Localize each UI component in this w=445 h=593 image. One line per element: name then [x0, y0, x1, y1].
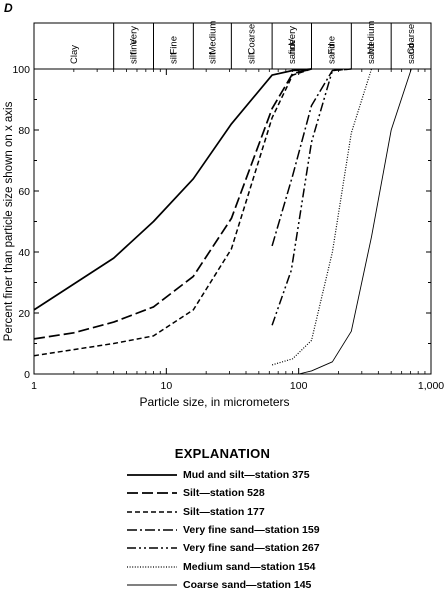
size-class-label: Very: [287, 26, 298, 45]
legend-label: Very fine sand—station 159: [183, 523, 320, 536]
size-class-label: sand: [326, 43, 337, 64]
legend-swatch: [127, 547, 177, 549]
series-line-1: [33, 68, 312, 311]
series-line-7: [298, 68, 412, 375]
legend-label: Coarse sand—station 145: [183, 578, 312, 591]
size-class-label: Clay: [69, 45, 80, 64]
legend-swatch: [127, 565, 177, 568]
size-class-label: Medium: [366, 21, 377, 55]
series-line-3: [33, 68, 312, 357]
y-tick-label: 20: [18, 308, 30, 320]
legend-label: Silt—station 177: [183, 505, 265, 518]
legend-label: Very fine sand—station 267: [183, 542, 320, 555]
x-tick-label: 1: [31, 380, 37, 392]
y-tick-label: 60: [18, 186, 30, 198]
size-class-label: silt: [129, 52, 140, 64]
y-tick-label: 100: [12, 64, 30, 76]
size-class-label: Coarse: [247, 24, 258, 55]
legend-swatch: [127, 584, 177, 586]
x-axis-label: Particle size, in micrometers: [139, 395, 289, 409]
panel-letter: D: [4, 1, 13, 15]
series-group: [33, 68, 412, 375]
size-class-label: fine: [129, 39, 140, 54]
size-class-label: sand: [366, 43, 377, 64]
axes: 0 20 40 60 80 100 1 10 100 1,000 Particle size, in…: [3, 64, 444, 409]
legend-item: Silt—station 177: [126, 504, 265, 520]
legend-item: Coarse sand—station 145: [126, 577, 311, 593]
legend-swatch: [127, 492, 177, 495]
size-class-label: Fine: [168, 36, 179, 54]
chart: ClayVeryfinesiltFinesiltMediumsiltCoarse…: [3, 21, 444, 409]
y-axis-label: Percent finer than particle size shown o…: [3, 101, 15, 341]
y-tick-label: 40: [18, 247, 30, 259]
legend-swatch: [127, 529, 177, 531]
legend-label: Mud and silt—station 375: [183, 469, 310, 481]
legend-item: Mud and silt—station 375: [126, 467, 310, 483]
series-line-6: [271, 68, 373, 366]
legend-title: EXPLANATION: [174, 446, 271, 461]
legend-swatch: [127, 474, 177, 476]
legend-item: Medium sand—station 154: [126, 559, 315, 575]
size-class-label: silt: [207, 52, 218, 64]
legend-swatch: [127, 510, 177, 513]
size-class-label: Very: [129, 26, 140, 45]
size-class-label: silt: [247, 52, 258, 64]
size-class-header: ClayVeryfinesiltFinesiltMediumsiltCoarse…: [33, 21, 432, 70]
legend-item: Silt—station 528: [126, 485, 265, 501]
legend-item: Very fine sand—station 159: [126, 522, 320, 538]
x-tick-label: 100: [290, 380, 308, 392]
size-class-label: sand: [406, 43, 417, 64]
legend-item: Very fine sand—station 267: [126, 540, 320, 556]
legend-label: Medium sand—station 154: [183, 560, 316, 573]
size-class-label: Fine: [326, 36, 337, 54]
legend-label: Silt—station 528: [183, 487, 265, 500]
series-line-2: [33, 68, 312, 340]
size-class-label: Coarse: [406, 24, 417, 55]
size-class-label: sand: [287, 43, 298, 64]
x-tick-label: 1,000: [418, 380, 444, 392]
y-tick-label: 0: [24, 369, 30, 381]
size-class-label: Medium: [207, 21, 218, 55]
y-tick-label: 80: [18, 125, 30, 137]
x-tick-label: 10: [160, 380, 172, 392]
size-class-label: fine: [287, 39, 298, 54]
series-line-4: [271, 68, 352, 247]
size-class-label: silt: [168, 52, 179, 64]
